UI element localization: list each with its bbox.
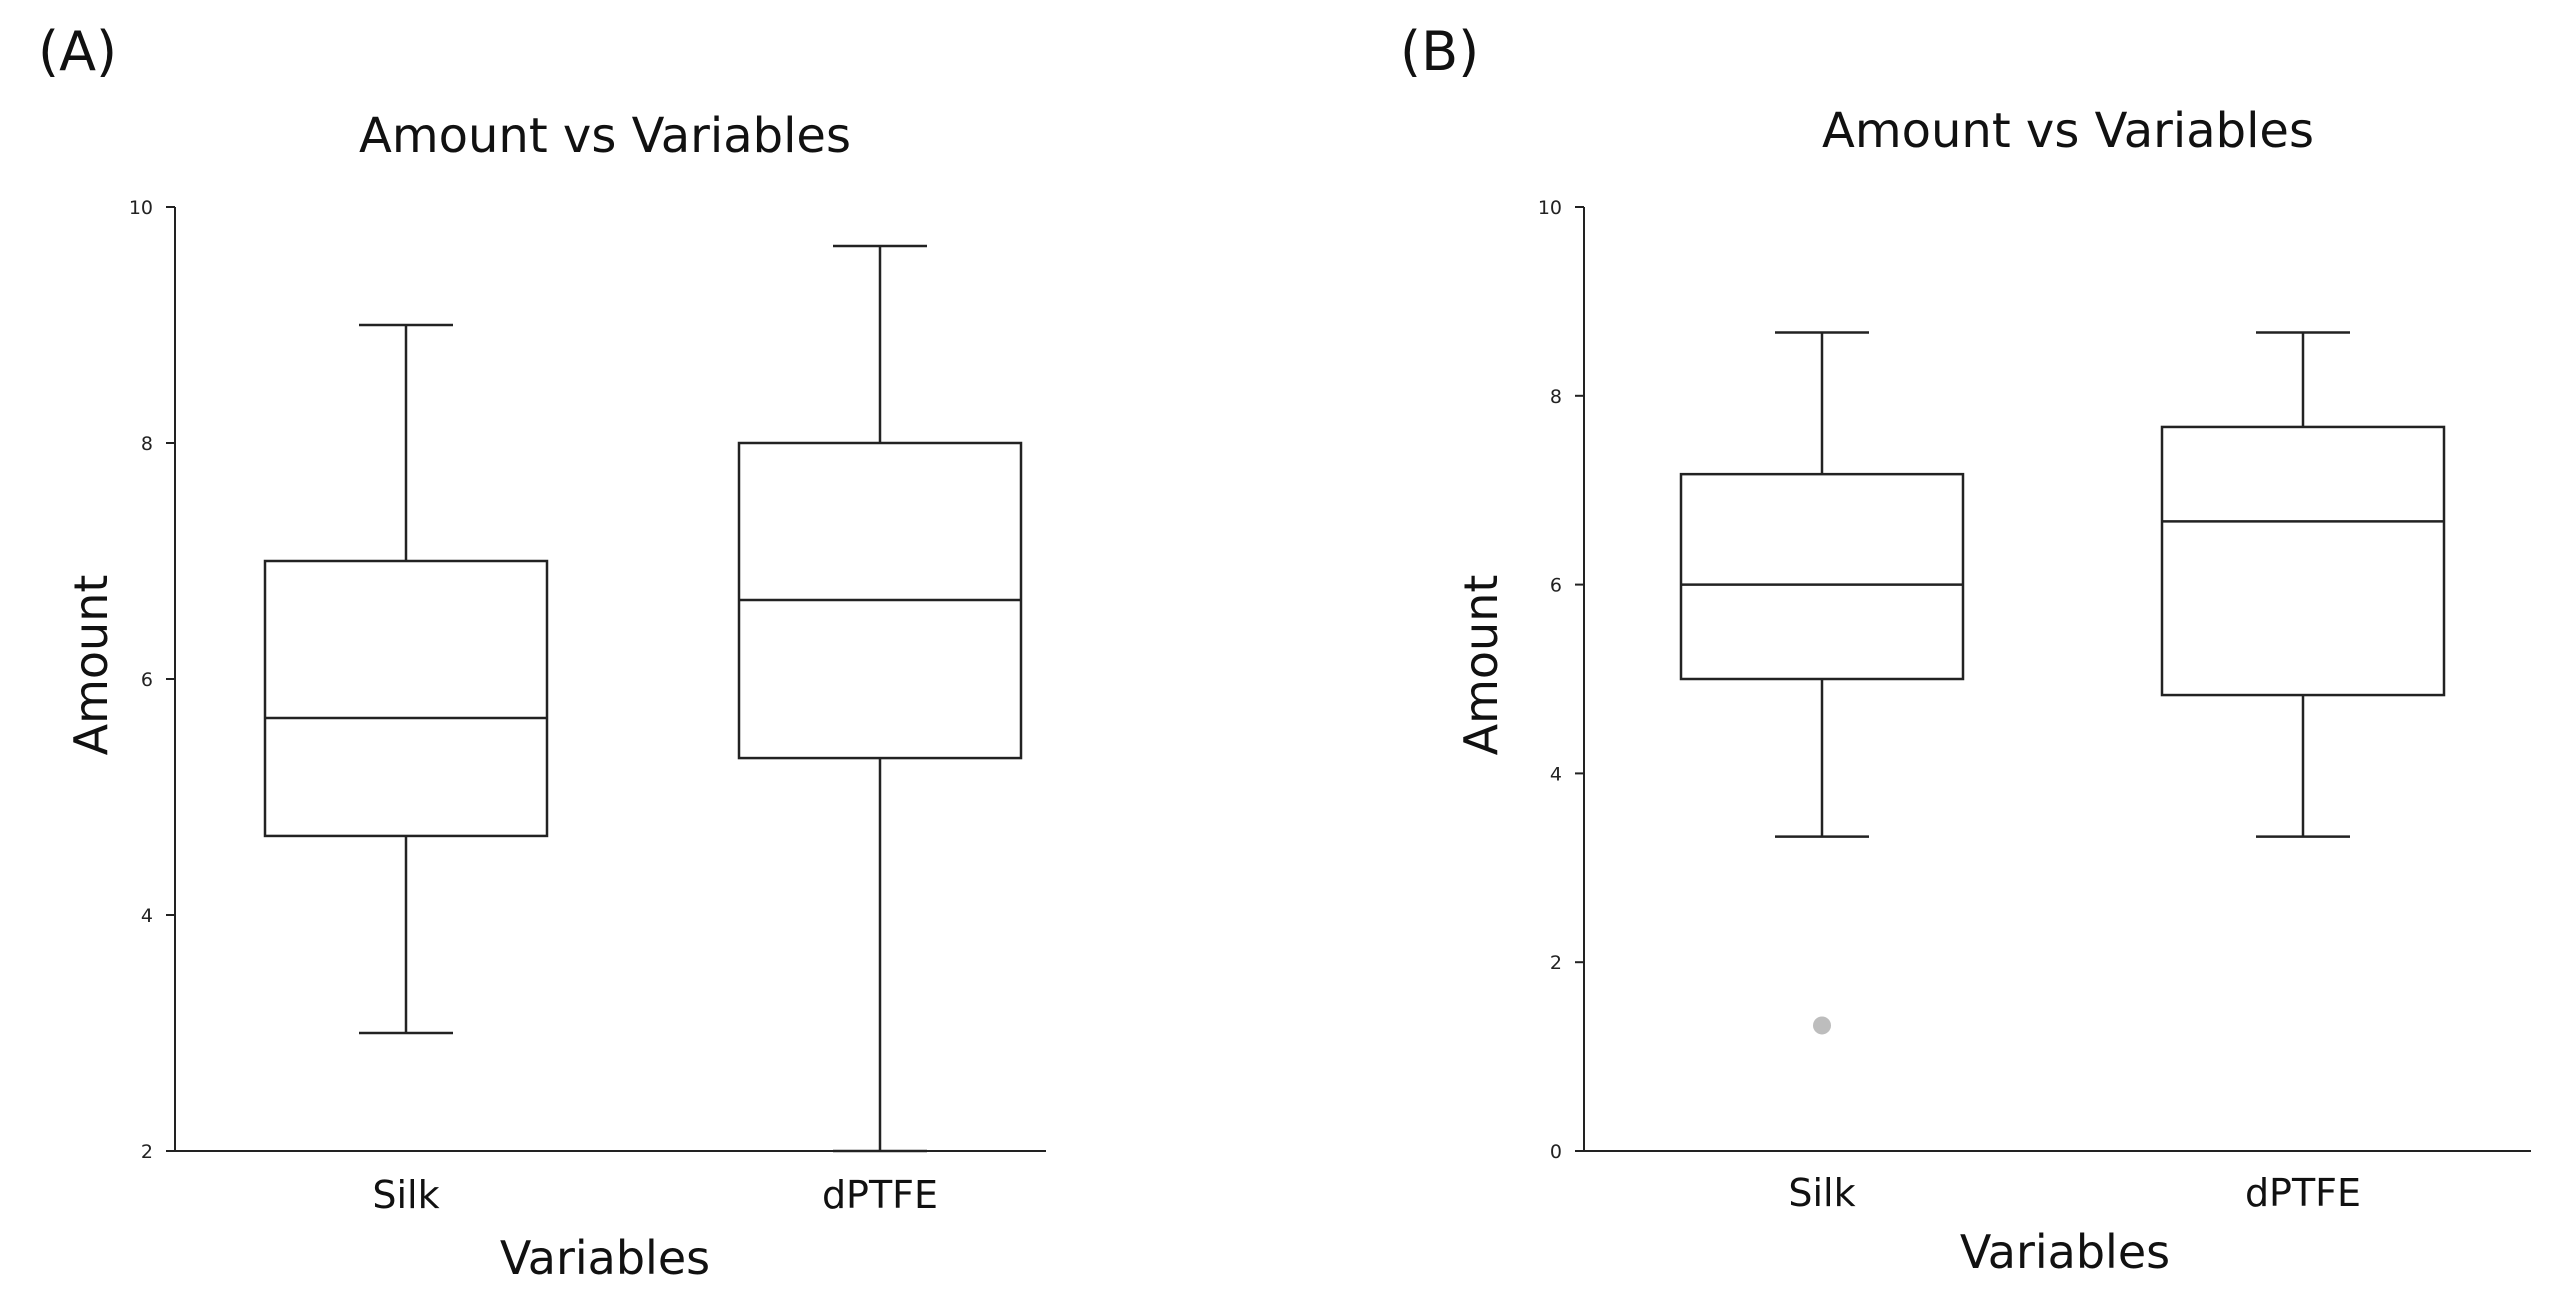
panel-a-y-tick-label-2: 2 <box>141 1141 153 1163</box>
panel-a-y-tick-label-6: 6 <box>141 669 153 691</box>
panel-b-y-tick-label-8: 8 <box>1550 386 1562 408</box>
panel-a-y-axis-label: Amount <box>64 575 118 756</box>
panel-b-silk-outliers <box>1813 1016 1831 1035</box>
panel-b-y-axis-label: Amount <box>1454 575 1508 756</box>
panel-b-y-tick-label-10: 10 <box>1538 197 1562 219</box>
panel-a-y-tick-label-8: 8 <box>141 433 153 455</box>
panel-b-dptfe-label: dPTFE <box>2245 1171 2361 1215</box>
panel-a-box-silk: Silk <box>263 323 549 1217</box>
panel-a: (A) Amount vs Variables Amount Variables… <box>38 20 1046 1285</box>
panel-b-x-axis-label: Variables <box>1960 1225 2170 1279</box>
panel-b-dptfe-box <box>2160 425 2446 697</box>
panel-b-box-dptfe: dPTFE <box>2160 331 2446 1215</box>
panel-a-label: (A) <box>38 20 117 83</box>
panel-b-silk-outlier-0 <box>1813 1016 1831 1035</box>
panel-a-title: Amount vs Variables <box>359 108 851 164</box>
panel-b-box-silk: Silk <box>1679 331 1965 1215</box>
panel-b-title: Amount vs Variables <box>1822 103 2314 159</box>
panel-b-y-tick-label-2: 2 <box>1550 952 1562 974</box>
panel-a-dptfe-label: dPTFE <box>822 1173 938 1217</box>
panel-b-y-tick-label-0: 0 <box>1550 1141 1562 1163</box>
panel-b: (B) Amount vs Variables Amount Variables… <box>1400 20 2531 1279</box>
panel-a-silk-box <box>263 559 549 838</box>
panel-b-silk-box <box>1679 472 1965 681</box>
panel-b-y-ticks: 0 2 4 6 8 10 <box>1538 197 1584 1163</box>
panel-a-y-tick-label-10: 10 <box>129 197 153 219</box>
panel-a-silk-label: Silk <box>372 1173 439 1217</box>
panel-a-box-dptfe: dPTFE <box>737 244 1023 1217</box>
panel-a-y-tick-label-4: 4 <box>141 905 153 927</box>
panel-b-silk-label: Silk <box>1788 1171 1855 1215</box>
panel-a-y-ticks: 2 4 6 8 10 <box>129 197 175 1163</box>
panel-a-x-axis-label: Variables <box>500 1231 710 1285</box>
panel-b-y-tick-label-6: 6 <box>1550 575 1562 597</box>
panel-b-label: (B) <box>1400 20 1479 83</box>
panel-b-y-tick-label-4: 4 <box>1550 763 1562 785</box>
